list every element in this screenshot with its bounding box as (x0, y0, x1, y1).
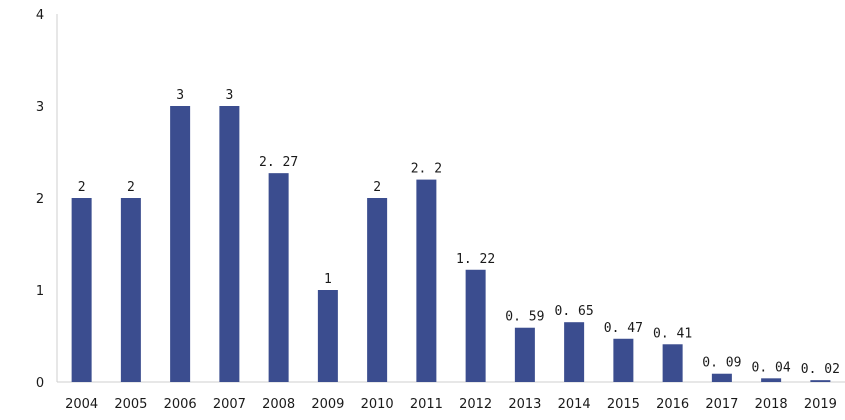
x-tick-label: 2019 (804, 397, 837, 412)
x-tick-label: 2017 (705, 397, 738, 412)
bar-2004 (71, 198, 92, 382)
bar-2009 (317, 290, 338, 382)
data-label-2010: 2 (373, 180, 381, 195)
bar-2008 (268, 173, 289, 382)
bar-2017 (711, 373, 732, 382)
x-tick-label: 2009 (311, 397, 344, 412)
data-label-2008: 2. 27 (259, 155, 298, 170)
bar-2010 (367, 198, 388, 382)
bar-2013 (514, 327, 535, 382)
bar-2006 (170, 106, 191, 382)
data-label-2004: 2 (78, 180, 86, 195)
y-tick-label: 1 (36, 284, 44, 299)
bar-2007 (219, 106, 240, 382)
y-tick-label: 2 (36, 192, 44, 207)
y-tick-label: 3 (36, 100, 44, 115)
data-label-2009: 1 (324, 272, 332, 287)
y-tick-label: 4 (36, 8, 44, 23)
x-tick-label: 2005 (114, 397, 147, 412)
bar-2018 (761, 378, 782, 382)
bar-2016 (662, 344, 683, 382)
x-tick-label: 2004 (65, 397, 98, 412)
data-label-2012: 1. 22 (456, 252, 495, 267)
data-label-2017: 0. 09 (702, 356, 741, 371)
bar-2011 (416, 179, 437, 382)
x-tick-label: 2011 (410, 397, 443, 412)
x-tick-label: 2016 (656, 397, 689, 412)
bar-2014 (564, 322, 585, 382)
y-tick-label: 0 (36, 376, 44, 391)
x-tick-label: 2007 (213, 397, 246, 412)
x-tick-label: 2018 (755, 397, 788, 412)
data-label-2016: 0. 41 (653, 326, 692, 341)
bar-2005 (120, 198, 141, 382)
x-tick-label: 2014 (558, 397, 591, 412)
data-label-2015: 0. 47 (604, 321, 643, 336)
bar-2019 (810, 380, 831, 382)
x-axis: 2004 2005 2006 2007 2008 2009 2010 2011 2012 2013… (57, 381, 845, 412)
bar-2015 (613, 338, 634, 382)
data-label-2011: 2. 2 (411, 162, 442, 177)
x-tick-label: 2010 (361, 397, 394, 412)
x-tick-label: 2008 (262, 397, 295, 412)
x-tick-label: 2006 (164, 397, 197, 412)
data-label-2006: 3 (176, 88, 184, 103)
data-label-2005: 2 (127, 180, 135, 195)
data-label-2018: 0. 04 (752, 360, 791, 375)
data-label-2013: 0. 59 (505, 310, 544, 325)
data-label-2019: 0. 02 (801, 362, 840, 377)
x-tick-label: 2015 (607, 397, 640, 412)
data-label-2007: 3 (225, 88, 233, 103)
bars (71, 106, 831, 382)
data-label-2014: 0. 65 (555, 304, 594, 319)
x-tick-label: 2012 (459, 397, 492, 412)
x-tick-label: 2013 (508, 397, 541, 412)
data-labels: 2 2 3 3 2. 27 1 2 2. 2 1. 22 0. 59 0. 65 0. 47 0. 41… (78, 88, 840, 377)
bar-2012 (465, 269, 486, 382)
y-axis: 0 1 2 3 4 (36, 8, 58, 391)
